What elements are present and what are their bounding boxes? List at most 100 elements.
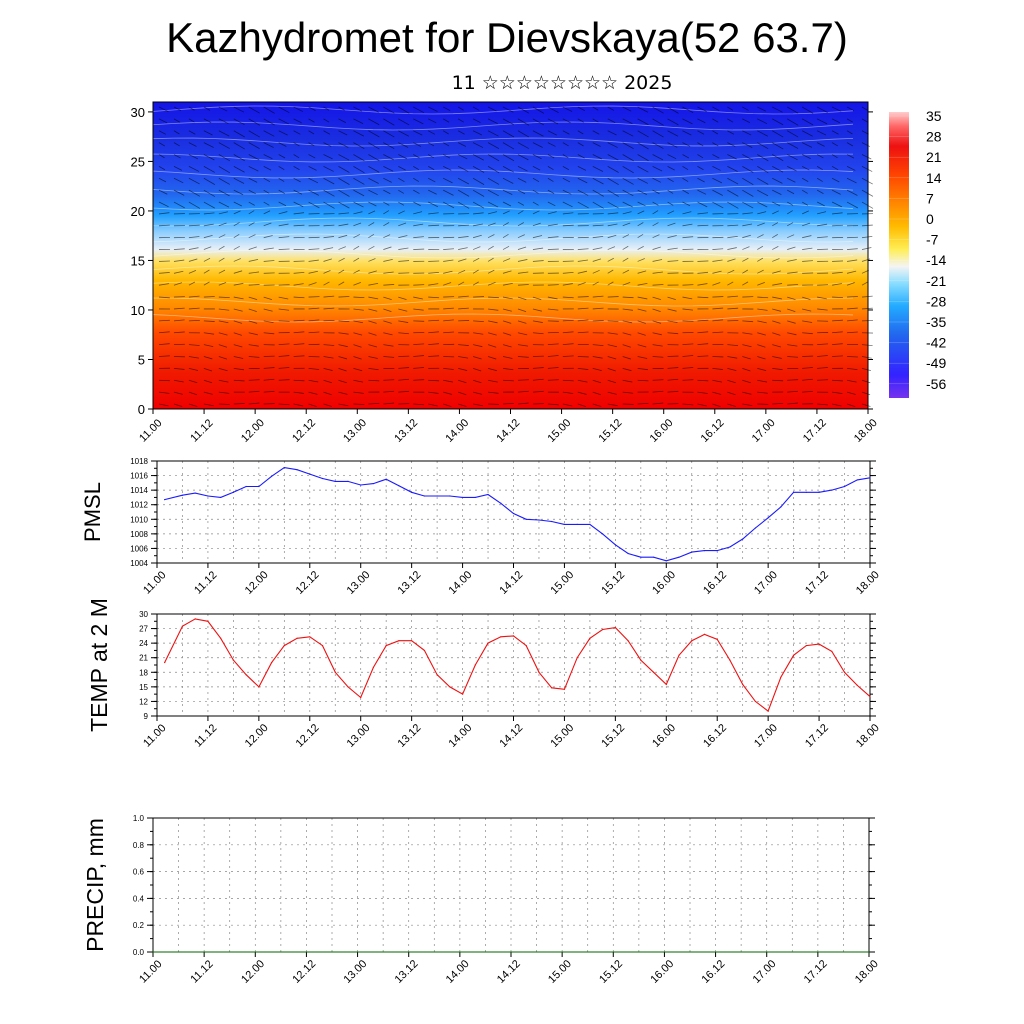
wind-barb xyxy=(727,295,739,298)
wind-barb xyxy=(248,142,260,149)
wind-barb xyxy=(667,332,679,335)
wind-barb xyxy=(832,343,843,345)
wind-barb xyxy=(203,201,215,209)
wind-barb xyxy=(383,308,392,312)
wind-barb xyxy=(607,356,617,360)
wind-barb xyxy=(338,296,350,298)
wind-barb xyxy=(757,201,768,208)
x-tick-label: 18.00 xyxy=(853,958,881,986)
wind-barb xyxy=(787,356,799,358)
wind-barb xyxy=(607,269,614,274)
wind-barb xyxy=(532,142,543,148)
wind-barb xyxy=(637,270,647,274)
wind-barb xyxy=(712,282,721,286)
wind-barb xyxy=(637,210,645,215)
wind-barb xyxy=(517,222,524,227)
wind-barb xyxy=(487,142,500,149)
wind-barb xyxy=(188,258,198,262)
wind-barb xyxy=(697,331,709,334)
wind-barb xyxy=(817,367,828,369)
wind-barb xyxy=(757,332,766,336)
wind-barb xyxy=(682,211,692,215)
wind-barb xyxy=(697,391,708,394)
wind-barb xyxy=(802,296,811,300)
wind-barb xyxy=(308,259,319,262)
wind-barb xyxy=(846,154,855,159)
wind-barb xyxy=(742,118,751,124)
wind-barb xyxy=(457,281,465,286)
wind-barb xyxy=(697,379,709,382)
wind-barb xyxy=(562,212,574,215)
wind-barb xyxy=(188,189,201,197)
wind-barb xyxy=(173,118,181,123)
x-tick-label: 16.00 xyxy=(650,722,678,750)
wind-barb xyxy=(173,307,185,310)
temp-2m-data-point xyxy=(627,640,629,642)
temp-2m-data-point xyxy=(716,638,718,640)
wind-barb xyxy=(487,222,496,227)
temp-2m-data-point xyxy=(589,637,591,639)
wind-barb xyxy=(816,201,825,207)
wind-barb xyxy=(338,142,349,148)
wind-barb xyxy=(353,177,365,185)
wind-barb xyxy=(742,130,752,136)
pmsl-data-point xyxy=(754,527,757,529)
temp-2m-data-point xyxy=(220,637,222,639)
wind-barb xyxy=(727,344,739,347)
wind-barb xyxy=(472,118,481,123)
wind-barb xyxy=(532,166,541,171)
x-tick-label: 11.00 xyxy=(137,417,164,444)
wind-barb xyxy=(787,118,799,126)
wind-barb xyxy=(487,245,494,250)
wind-barb xyxy=(637,379,649,382)
wind-barb xyxy=(622,118,633,125)
wind-barb xyxy=(248,118,260,126)
wind-barb xyxy=(428,331,439,334)
wind-barb xyxy=(443,319,454,322)
pmsl-data-point xyxy=(232,491,234,493)
wind-barb xyxy=(727,379,736,384)
wind-barb xyxy=(413,248,425,250)
wind-barb xyxy=(787,379,799,381)
wind-barb xyxy=(383,154,394,161)
isotherm-line xyxy=(152,217,854,227)
y-tick-label: 21 xyxy=(139,654,148,663)
wind-barb xyxy=(757,356,766,360)
pmsl-data-point xyxy=(283,466,285,469)
wind-barb xyxy=(772,210,779,215)
wind-barb xyxy=(368,234,375,239)
wind-barb xyxy=(697,166,704,171)
wind-barb xyxy=(383,222,390,227)
wind-barb xyxy=(547,166,554,171)
wind-barb xyxy=(562,118,571,124)
wind-barb xyxy=(622,379,633,383)
wind-barb xyxy=(473,391,483,395)
wind-barb xyxy=(832,391,843,394)
wind-barb xyxy=(158,177,167,183)
temp-2m-data-point xyxy=(729,659,731,661)
pmsl-data-point xyxy=(589,523,591,525)
wind-barb xyxy=(517,379,529,381)
wind-barb xyxy=(218,154,230,162)
wind-barb xyxy=(443,379,453,383)
wind-barb xyxy=(218,106,228,112)
wind-barb xyxy=(398,260,410,262)
wind-barb xyxy=(607,367,616,372)
colorbar-label: 21 xyxy=(926,149,942,165)
wind-barb xyxy=(323,258,332,262)
wind-barb xyxy=(517,332,528,336)
colorbar-label: 28 xyxy=(926,129,942,145)
wind-barb xyxy=(682,367,694,369)
wind-barb xyxy=(398,189,405,194)
wind-barb xyxy=(622,130,634,137)
wind-barb xyxy=(158,319,170,322)
wind-barb xyxy=(428,283,439,286)
wind-barb xyxy=(472,379,482,384)
wind-barb xyxy=(547,367,559,369)
wind-barb xyxy=(353,269,360,274)
wind-barb xyxy=(248,271,260,274)
wind-barb xyxy=(443,154,451,159)
wind-barb xyxy=(263,142,274,148)
wind-barb xyxy=(667,210,675,215)
y-tick-label: 10 xyxy=(131,303,145,318)
